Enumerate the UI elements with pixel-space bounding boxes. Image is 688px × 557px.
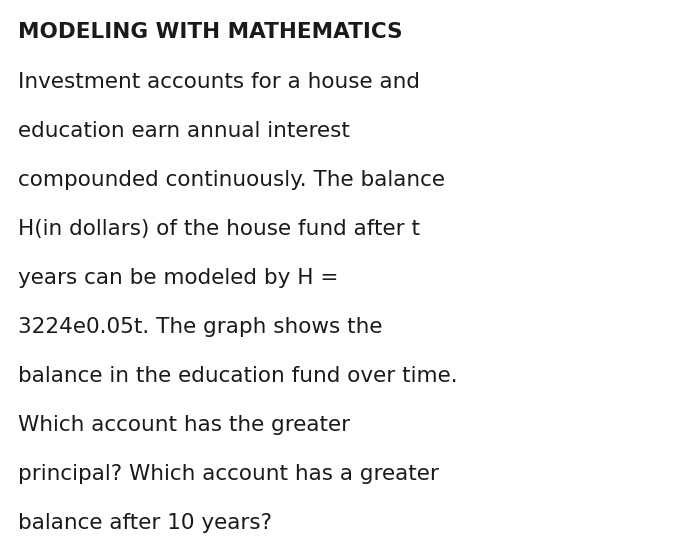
Text: MODELING WITH MATHEMATICS: MODELING WITH MATHEMATICS — [18, 22, 402, 42]
Text: Which account has the greater: Which account has the greater — [18, 415, 350, 435]
Text: Investment accounts for a house and: Investment accounts for a house and — [18, 72, 420, 92]
Text: principal? Which account has a greater: principal? Which account has a greater — [18, 464, 439, 484]
Text: years can be modeled by H =: years can be modeled by H = — [18, 268, 338, 288]
Text: balance in the education fund over time.: balance in the education fund over time. — [18, 366, 458, 386]
Text: H(in dollars) of the house fund after t: H(in dollars) of the house fund after t — [18, 219, 420, 239]
Text: education earn annual interest: education earn annual interest — [18, 121, 350, 141]
Text: compounded continuously. The balance: compounded continuously. The balance — [18, 170, 445, 190]
Text: 3224e0.05t. The graph shows the: 3224e0.05t. The graph shows the — [18, 317, 383, 337]
Text: balance after 10 years?: balance after 10 years? — [18, 513, 272, 533]
